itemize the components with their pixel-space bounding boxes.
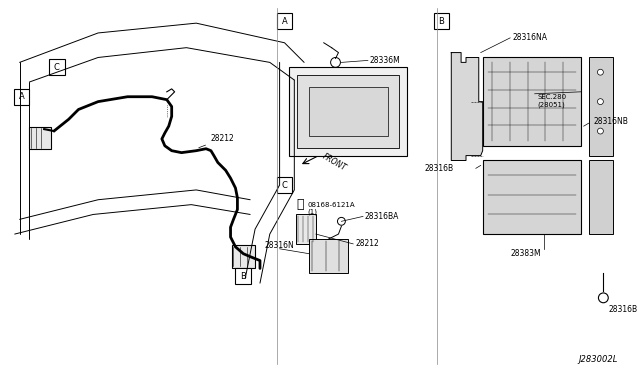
Text: A: A — [19, 92, 24, 101]
Text: 08168-6121A: 08168-6121A — [307, 202, 355, 208]
Bar — [589, 58, 613, 155]
Text: 28316NA: 28316NA — [512, 33, 547, 42]
Text: B: B — [438, 17, 444, 26]
Text: 28316NB: 28316NB — [593, 117, 628, 126]
Text: J283002L: J283002L — [579, 355, 618, 363]
Bar — [232, 245, 255, 269]
Bar — [297, 75, 399, 148]
Text: C: C — [54, 63, 60, 72]
Bar — [434, 13, 449, 29]
Text: 28212: 28212 — [355, 240, 379, 248]
Text: B: B — [241, 272, 246, 281]
Bar — [589, 160, 613, 234]
Circle shape — [337, 217, 346, 225]
Bar — [49, 60, 65, 75]
Bar — [29, 127, 51, 149]
Circle shape — [331, 58, 340, 67]
Bar — [483, 160, 580, 234]
Circle shape — [598, 293, 608, 303]
Text: FRONT: FRONT — [321, 152, 348, 173]
Circle shape — [598, 69, 604, 75]
Text: 28383M: 28383M — [510, 249, 541, 258]
Text: 28336M: 28336M — [370, 56, 401, 65]
Text: (28051): (28051) — [538, 101, 565, 108]
Text: 28316N: 28316N — [264, 241, 294, 250]
Polygon shape — [451, 52, 483, 160]
Bar — [236, 269, 251, 284]
Bar — [276, 177, 292, 193]
Text: 28316B: 28316B — [424, 164, 453, 173]
Bar — [276, 13, 292, 29]
Bar — [13, 89, 29, 105]
Text: Ⓢ: Ⓢ — [296, 198, 304, 211]
Bar — [296, 214, 316, 244]
Bar — [289, 67, 407, 155]
Bar — [309, 239, 348, 273]
Circle shape — [598, 99, 604, 105]
Text: 28212: 28212 — [199, 134, 235, 148]
Text: 28316BA: 28316BA — [365, 212, 399, 221]
Circle shape — [598, 128, 604, 134]
Bar — [309, 87, 387, 136]
Text: 28316B: 28316B — [608, 305, 637, 314]
Bar — [483, 58, 580, 146]
Text: A: A — [282, 17, 287, 26]
Text: (1): (1) — [307, 208, 317, 215]
Text: SEC.280: SEC.280 — [538, 94, 567, 100]
Text: C: C — [282, 180, 287, 189]
